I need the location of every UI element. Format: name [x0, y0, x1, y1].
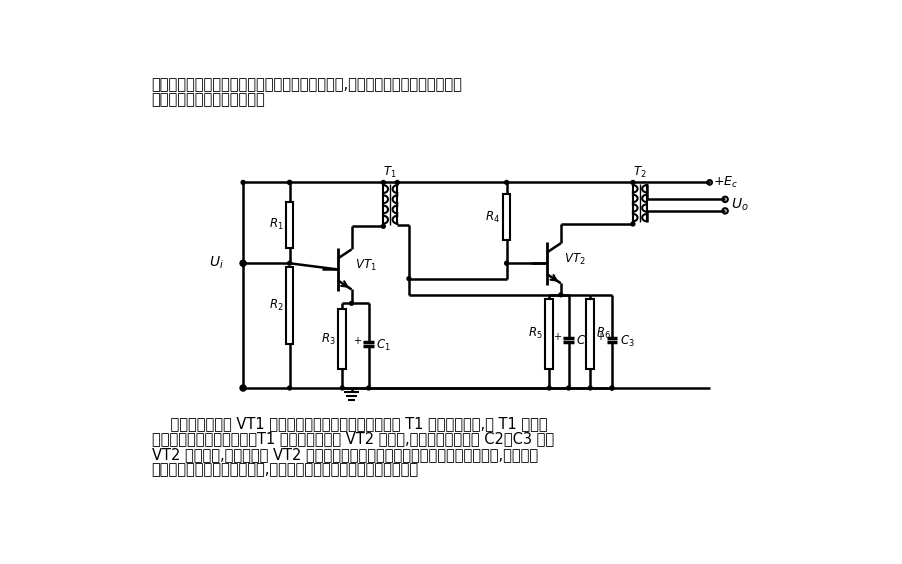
Text: $VT_2$: $VT_2$: [564, 252, 584, 267]
Bar: [502, 194, 510, 240]
Bar: [285, 267, 293, 344]
Bar: [338, 310, 345, 369]
Circle shape: [366, 386, 370, 390]
Text: $U_o$: $U_o$: [731, 197, 748, 213]
Text: VT2 的发射极,作为第二级 VT2 的输入信号。由于变压器的初、次级之间是绝缘的,因此级间: VT2 的发射极,作为第二级 VT2 的输入信号。由于变压器的初、次级之间是绝缘…: [152, 447, 538, 462]
Circle shape: [381, 180, 385, 184]
Circle shape: [407, 277, 410, 280]
Circle shape: [610, 386, 613, 390]
Circle shape: [288, 180, 291, 184]
Bar: [585, 299, 594, 369]
Circle shape: [566, 386, 570, 390]
Text: $T_2$: $T_2$: [632, 165, 646, 180]
Circle shape: [349, 301, 353, 305]
Text: 只有交流信号才可以进行传递,两级之间的直流成份被变压器隔开了。: 只有交流信号才可以进行传递,两级之间的直流成份被变压器隔开了。: [152, 462, 419, 477]
Text: 是两级变压器耦合放大电路。: 是两级变压器耦合放大电路。: [152, 92, 265, 108]
Circle shape: [504, 180, 508, 184]
Circle shape: [288, 180, 291, 184]
Text: $C_1$: $C_1$: [376, 338, 391, 353]
Text: $C_2$: $C_2$: [575, 334, 590, 349]
Text: +: +: [595, 332, 603, 342]
Circle shape: [504, 261, 508, 265]
Text: $+E_c$: $+E_c$: [713, 175, 738, 190]
Text: $R_4$: $R_4$: [485, 209, 500, 224]
Circle shape: [241, 180, 244, 184]
Circle shape: [340, 386, 344, 390]
Bar: [285, 202, 293, 248]
Text: $R_3$: $R_3$: [321, 332, 336, 347]
Circle shape: [588, 386, 592, 390]
Text: +: +: [353, 336, 361, 346]
Text: $R_1$: $R_1$: [269, 217, 283, 232]
Bar: [545, 299, 552, 369]
Circle shape: [547, 386, 550, 390]
Text: $VT_1$: $VT_1$: [354, 258, 376, 273]
Text: $U_i$: $U_i$: [208, 255, 224, 271]
Text: 便会感应出一个交流电压。T1 次级的一端送到 VT2 的基极,另一端经旁路电容 C2、C3 送到: 便会感应出一个交流电压。T1 次级的一端送到 VT2 的基极,另一端经旁路电容 …: [152, 431, 553, 446]
Circle shape: [395, 180, 399, 184]
Text: 前级的电信号通过变压器加到后级的多级放大电路,称为变压器耦合放大电路。图: 前级的电信号通过变压器加到后级的多级放大电路,称为变压器耦合放大电路。图: [152, 77, 462, 92]
Text: 第一级放大电路 VT1 集电极电流的交流成份通过变压器 T1 的初级线圈时,在 T1 的次级: 第一级放大电路 VT1 集电极电流的交流成份通过变压器 T1 的初级线圈时,在 …: [152, 416, 547, 431]
Text: $R_5$: $R_5$: [528, 326, 542, 341]
Circle shape: [381, 224, 385, 228]
Circle shape: [288, 261, 291, 265]
Text: $R_6$: $R_6$: [596, 326, 611, 341]
Circle shape: [241, 261, 244, 265]
Circle shape: [610, 386, 613, 390]
Circle shape: [558, 293, 562, 297]
Text: +: +: [552, 332, 560, 342]
Text: $C_3$: $C_3$: [619, 334, 634, 349]
Text: $T_1$: $T_1$: [383, 165, 397, 180]
Circle shape: [241, 386, 244, 390]
Circle shape: [630, 180, 634, 184]
Circle shape: [288, 386, 291, 390]
Text: $R_2$: $R_2$: [269, 298, 283, 313]
Circle shape: [630, 222, 634, 226]
